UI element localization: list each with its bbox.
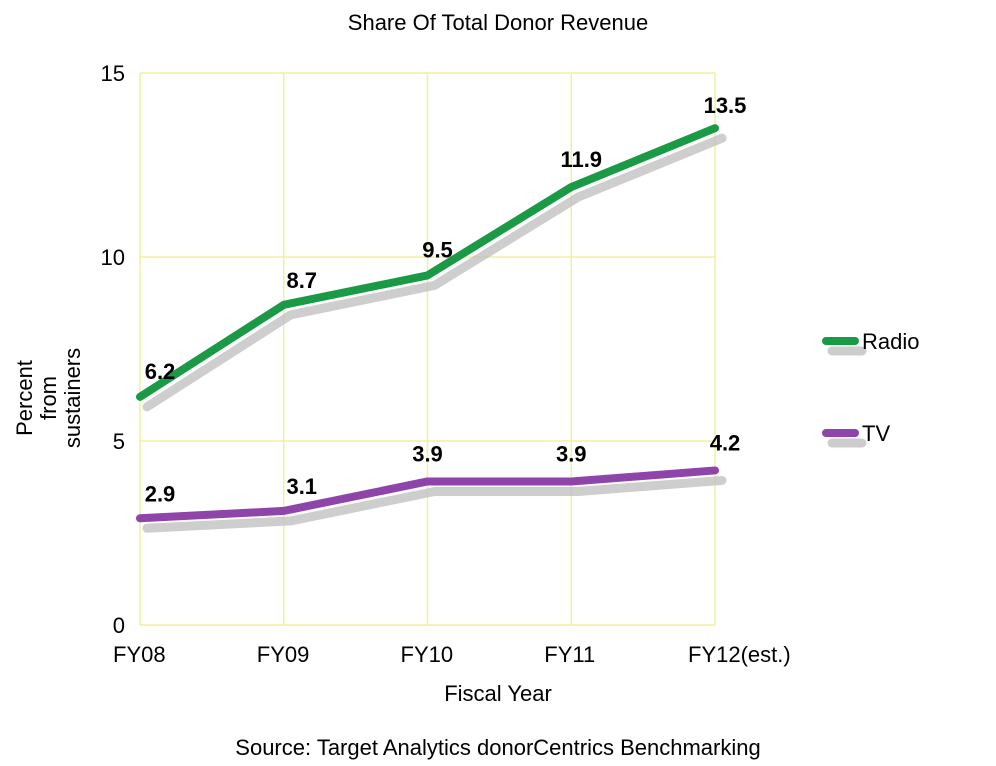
y-axis-label-line: from bbox=[36, 376, 61, 420]
x-axis-ticks: FY08 FY09 FY10 FY11 FY12(est.) bbox=[113, 642, 791, 667]
x-tick-label: FY12(est.) bbox=[688, 642, 791, 667]
series-group: 6.2 8.7 9.5 11.9 13.5 2.9 3.1 3.9 3.9 4.2 bbox=[136, 93, 747, 533]
y-axis-label-line: sustainers bbox=[60, 348, 85, 448]
legend-label-tv: TV bbox=[862, 421, 890, 446]
legend: Radio TV bbox=[822, 329, 919, 448]
data-label: 11.9 bbox=[560, 147, 602, 172]
data-label: 8.7 bbox=[286, 268, 317, 293]
y-tick-label: 10 bbox=[101, 245, 125, 270]
x-tick-label: FY10 bbox=[401, 642, 454, 667]
series-line-radio bbox=[136, 124, 719, 401]
y-axis-label-line: Percent bbox=[12, 360, 37, 436]
series-shadow-tv bbox=[142, 475, 727, 533]
data-label: 6.2 bbox=[145, 359, 176, 384]
series-line-tv bbox=[136, 466, 719, 523]
x-axis-label: Fiscal Year bbox=[444, 681, 552, 706]
x-tick-label: FY08 bbox=[113, 642, 166, 667]
grid bbox=[139, 72, 716, 626]
chart-title: Share Of Total Donor Revenue bbox=[348, 10, 648, 35]
x-tick-label: FY11 bbox=[544, 642, 595, 667]
y-axis-label: Percentfromsustainers bbox=[12, 348, 85, 448]
data-label: 9.5 bbox=[422, 237, 453, 262]
series-shadow-radio bbox=[142, 133, 727, 412]
legend-label-radio: Radio bbox=[862, 329, 919, 354]
y-axis-ticks: 0 5 10 15 bbox=[101, 61, 125, 638]
x-tick-label: FY09 bbox=[257, 642, 310, 667]
y-tick-label: 15 bbox=[101, 61, 125, 86]
data-label: 3.9 bbox=[412, 441, 443, 466]
source-note: Source: Target Analytics donorCentrics B… bbox=[235, 735, 760, 760]
data-label: 2.9 bbox=[145, 481, 176, 506]
data-label: 3.1 bbox=[286, 474, 317, 499]
data-label: 4.2 bbox=[710, 430, 741, 455]
y-tick-label: 0 bbox=[113, 613, 125, 638]
y-tick-label: 5 bbox=[113, 429, 125, 454]
data-label: 3.9 bbox=[556, 441, 587, 466]
data-label: 13.5 bbox=[704, 93, 747, 118]
